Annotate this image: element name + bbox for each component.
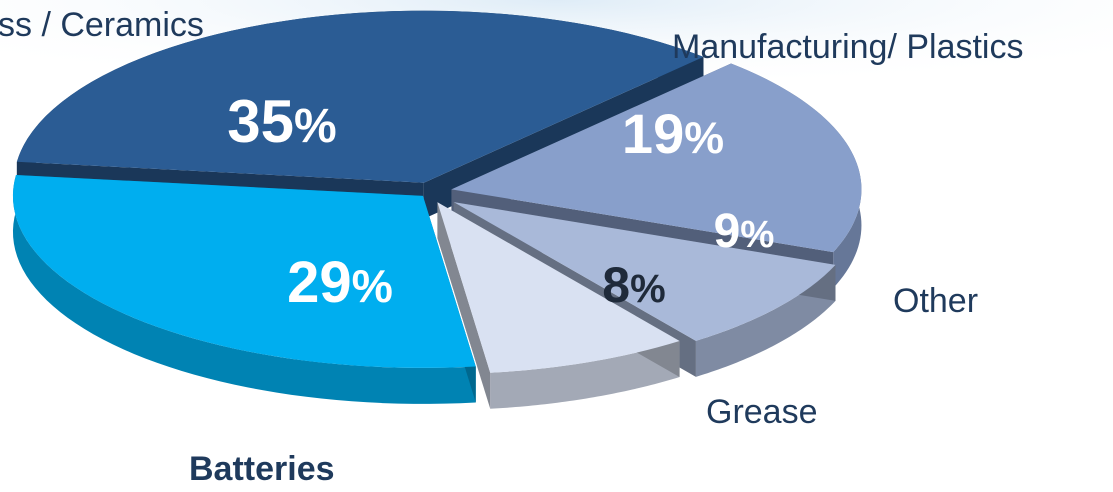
pie-slice-glass-ceramics <box>16 10 704 183</box>
data-label-grease: 8% <box>602 260 665 310</box>
data-label-value: 29 <box>287 250 352 315</box>
pie-slice-cut-grease-1 <box>437 202 491 409</box>
category-label-glass-ceramics: ss / Ceramics <box>0 6 204 44</box>
pie-slice-batteries <box>12 174 476 368</box>
data-label-value: 35 <box>227 88 295 155</box>
data-label-other: 9% <box>714 208 775 256</box>
pie-slice-side-other <box>695 264 836 377</box>
data-label-value: 8 <box>602 257 631 313</box>
data-label-value: 19 <box>621 102 685 165</box>
data-label-unit: % <box>351 260 393 312</box>
category-label-batteries: Batteries <box>189 450 335 488</box>
data-label-unit: % <box>294 100 337 153</box>
pie-slice-grease <box>437 202 680 373</box>
pie-slice-other <box>453 202 836 341</box>
data-label-glass-ceramics: 35% <box>227 92 336 152</box>
data-label-batteries: 29% <box>287 254 393 312</box>
data-label-unit: % <box>630 267 666 311</box>
data-label-manufacturing-plastics: 19% <box>622 106 724 162</box>
category-label-grease: Grease <box>706 393 818 431</box>
category-label-other: Other <box>893 282 979 320</box>
category-label-manufacturing-plastics: Manufacturing/ Plastics <box>672 28 1024 66</box>
data-label-value: 9 <box>713 205 741 258</box>
data-label-unit: % <box>740 213 775 256</box>
data-label-unit: % <box>684 113 725 163</box>
pie-slice-side-grease <box>490 341 680 409</box>
pie-slice-manufacturing-plastics <box>451 63 862 253</box>
pie-slice-side-batteries <box>12 174 476 404</box>
